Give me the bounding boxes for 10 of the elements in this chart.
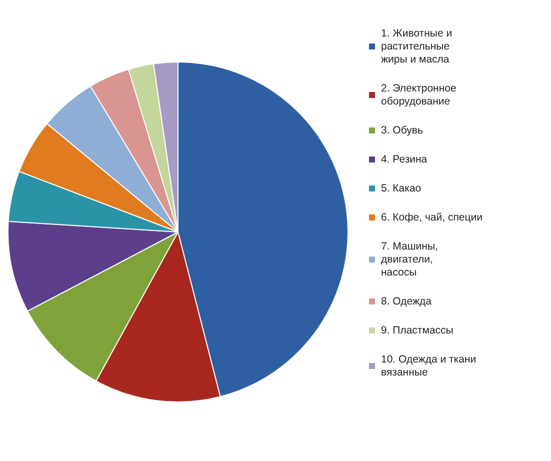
- legend-label: 1. Животные и растительные жиры и масла: [381, 28, 455, 66]
- legend-label: 2. Электронное оборудование: [381, 82, 460, 108]
- legend-label: 9. Пластмассы: [381, 324, 454, 336]
- legend-label: 7. Машины, двигатели, насосы: [381, 240, 441, 278]
- legend-label: 3. Обувь: [381, 124, 424, 136]
- legend-label: 4. Резина: [381, 154, 428, 166]
- legend-label: 8. Одежда: [381, 296, 432, 308]
- legend-label: 6. Кофе, чай, специи: [381, 212, 483, 224]
- legend-label: 10. Одежда и ткани вязанные: [381, 354, 480, 378]
- legend-label: 5. Какао: [381, 182, 422, 194]
